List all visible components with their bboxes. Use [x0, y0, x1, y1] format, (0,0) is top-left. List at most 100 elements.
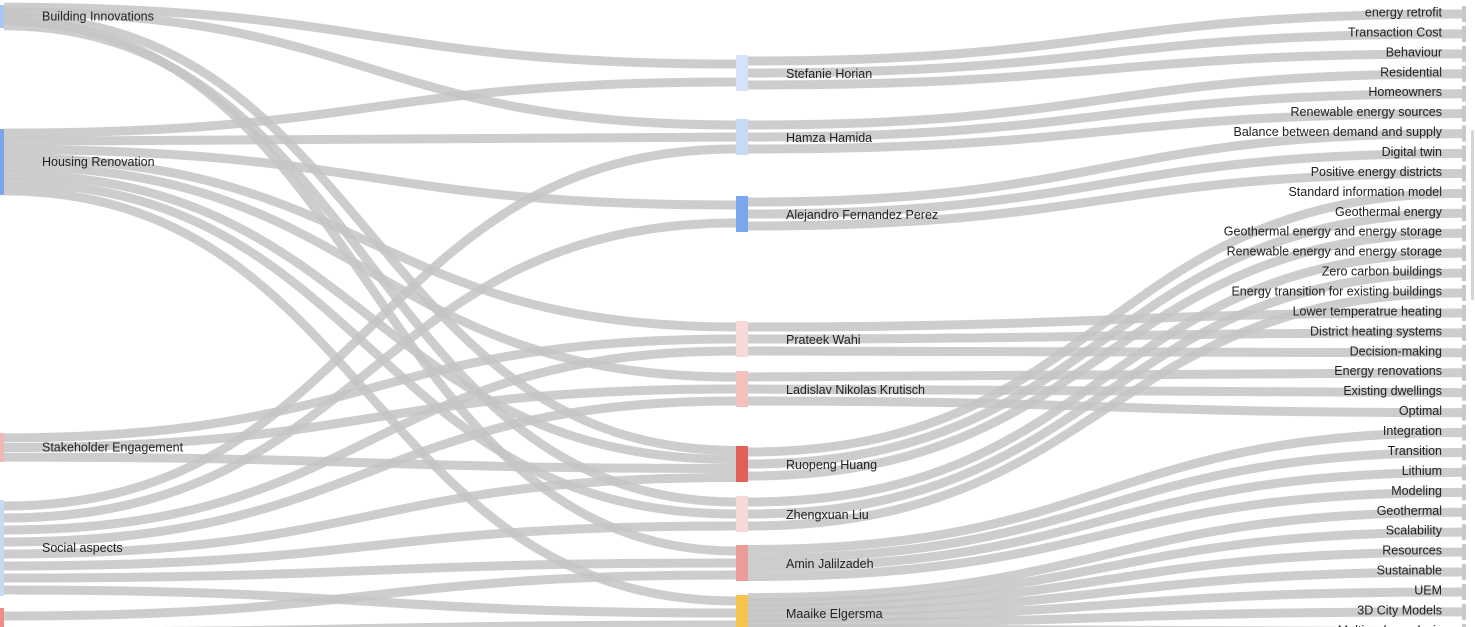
sankey-link[interactable]	[3, 346, 737, 535]
sankey-link[interactable]	[3, 144, 737, 511]
sankey-link[interactable]	[747, 607, 1463, 627]
sankey-node-right[interactable]	[1462, 225, 1466, 242]
sankey-node-partial[interactable]	[0, 608, 4, 627]
sankey-link[interactable]	[747, 487, 1463, 581]
sankey-link[interactable]	[3, 570, 737, 621]
sankey-link[interactable]	[747, 507, 1463, 603]
sankey-node-stake[interactable]	[0, 433, 4, 462]
sankey-node-right[interactable]	[1462, 105, 1466, 122]
sankey-link[interactable]	[4, 620, 737, 627]
sankey-node-right[interactable]	[1462, 364, 1466, 381]
sankey-node-krutisch[interactable]	[736, 371, 748, 407]
sankey-node-right[interactable]	[1462, 484, 1466, 501]
sankey-link[interactable]	[3, 218, 737, 523]
sankey-link[interactable]	[747, 208, 1463, 469]
sankey-link[interactable]	[3, 12, 737, 455]
sankey-node-building[interactable]	[0, 5, 4, 28]
sankey-node-perez[interactable]	[736, 196, 748, 232]
sankey-node-right[interactable]	[1462, 504, 1466, 521]
sankey-node-jalilzadeh[interactable]	[736, 545, 748, 581]
sankey-node-right[interactable]	[1462, 85, 1466, 102]
sankey-link[interactable]	[747, 467, 1463, 572]
sankey-link[interactable]	[3, 132, 737, 146]
sankey-node-right[interactable]	[1462, 324, 1466, 341]
sankey-link[interactable]	[747, 168, 1463, 231]
sankey-node-right[interactable]	[1462, 165, 1466, 182]
sankey-link[interactable]	[747, 567, 1463, 618]
sankey-link[interactable]	[747, 9, 1463, 66]
sankey-node-hamida[interactable]	[736, 119, 748, 155]
node-label: Energy renovations	[1334, 364, 1442, 378]
sankey-node-right[interactable]	[1462, 603, 1466, 620]
sankey-node-right[interactable]	[1462, 583, 1466, 600]
sankey-link[interactable]	[747, 447, 1463, 563]
sankey-link[interactable]	[747, 228, 1463, 481]
sankey-link[interactable]	[3, 585, 737, 618]
node-label: Ladislav Nikolas Krutisch	[786, 383, 925, 397]
sankey-node-liu[interactable]	[736, 496, 748, 532]
sankey-node-right[interactable]	[1462, 145, 1466, 162]
sankey-link[interactable]	[747, 69, 1463, 130]
sankey-node-right[interactable]	[1462, 524, 1466, 541]
sankey-link[interactable]	[747, 109, 1463, 154]
sankey-node-right[interactable]	[1462, 285, 1466, 302]
sankey-node-right[interactable]	[1462, 125, 1466, 142]
sankey-node-right[interactable]	[1462, 65, 1466, 82]
sankey-link[interactable]	[3, 558, 737, 583]
sankey-link[interactable]	[3, 521, 737, 571]
sankey-link[interactable]	[3, 2, 737, 69]
sankey-node-right[interactable]	[1462, 185, 1466, 202]
sankey-node-right[interactable]	[1462, 205, 1466, 222]
sankey-node-right[interactable]	[1462, 45, 1466, 62]
sankey-node-right[interactable]	[1462, 464, 1466, 481]
sankey-link[interactable]	[747, 527, 1463, 608]
node-label: Scalability	[1386, 524, 1443, 538]
sankey-node-elgersma[interactable]	[736, 595, 748, 627]
sankey-node-right[interactable]	[1462, 265, 1466, 282]
sankey-node-right[interactable]	[1462, 344, 1466, 361]
sankey-link[interactable]	[747, 188, 1463, 457]
sankey-node-right[interactable]	[1462, 404, 1466, 421]
node-label: Lower temperatrue heating	[1293, 304, 1442, 318]
sankey-link[interactable]	[3, 7, 737, 130]
sankey-node-huang[interactable]	[736, 446, 748, 482]
sankey-node-horian[interactable]	[736, 55, 748, 91]
sankey-link[interactable]	[3, 384, 737, 452]
sankey-link[interactable]	[3, 396, 737, 547]
sankey-node-right[interactable]	[1462, 304, 1466, 321]
sankey-link[interactable]	[747, 268, 1463, 519]
sankey-node-right[interactable]	[1462, 25, 1466, 42]
sankey-node-right[interactable]	[1462, 564, 1466, 581]
sankey-node-housing[interactable]	[0, 129, 4, 195]
sankey-link[interactable]	[3, 473, 737, 559]
sankey-link[interactable]	[3, 452, 737, 473]
sankey-link[interactable]	[3, 77, 737, 138]
sankey-link[interactable]	[3, 145, 737, 210]
sankey-link[interactable]	[3, 21, 737, 507]
sankey-link[interactable]	[747, 428, 1463, 554]
sankey-node-right[interactable]	[1462, 444, 1466, 461]
sankey-link[interactable]	[3, 169, 737, 464]
sankey-node-right[interactable]	[1462, 424, 1466, 441]
sankey-link[interactable]	[747, 149, 1463, 219]
sankey-link[interactable]	[747, 89, 1463, 142]
sankey-node-social[interactable]	[0, 500, 4, 596]
sankey-node-right[interactable]	[1462, 623, 1466, 627]
sankey-node-right[interactable]	[1462, 245, 1466, 262]
sankey-link[interactable]	[3, 153, 737, 332]
sankey-link[interactable]	[747, 29, 1463, 78]
sankey-link[interactable]	[747, 49, 1463, 90]
vertical-scrollbar[interactable]	[1471, 130, 1474, 300]
sankey-node-wahi[interactable]	[736, 321, 748, 357]
sankey-link[interactable]	[747, 129, 1463, 207]
sankey-node-right[interactable]	[1462, 384, 1466, 401]
sankey-link[interactable]	[747, 547, 1463, 613]
sankey-links	[3, 2, 1463, 627]
sankey-link[interactable]	[3, 334, 737, 443]
sankey-link[interactable]	[3, 178, 737, 519]
sankey-link[interactable]	[747, 248, 1463, 507]
sankey-link[interactable]	[747, 587, 1463, 623]
sankey-node-right[interactable]	[1462, 544, 1466, 561]
sankey-node-right[interactable]	[1462, 6, 1466, 22]
sankey-link[interactable]	[747, 288, 1463, 531]
